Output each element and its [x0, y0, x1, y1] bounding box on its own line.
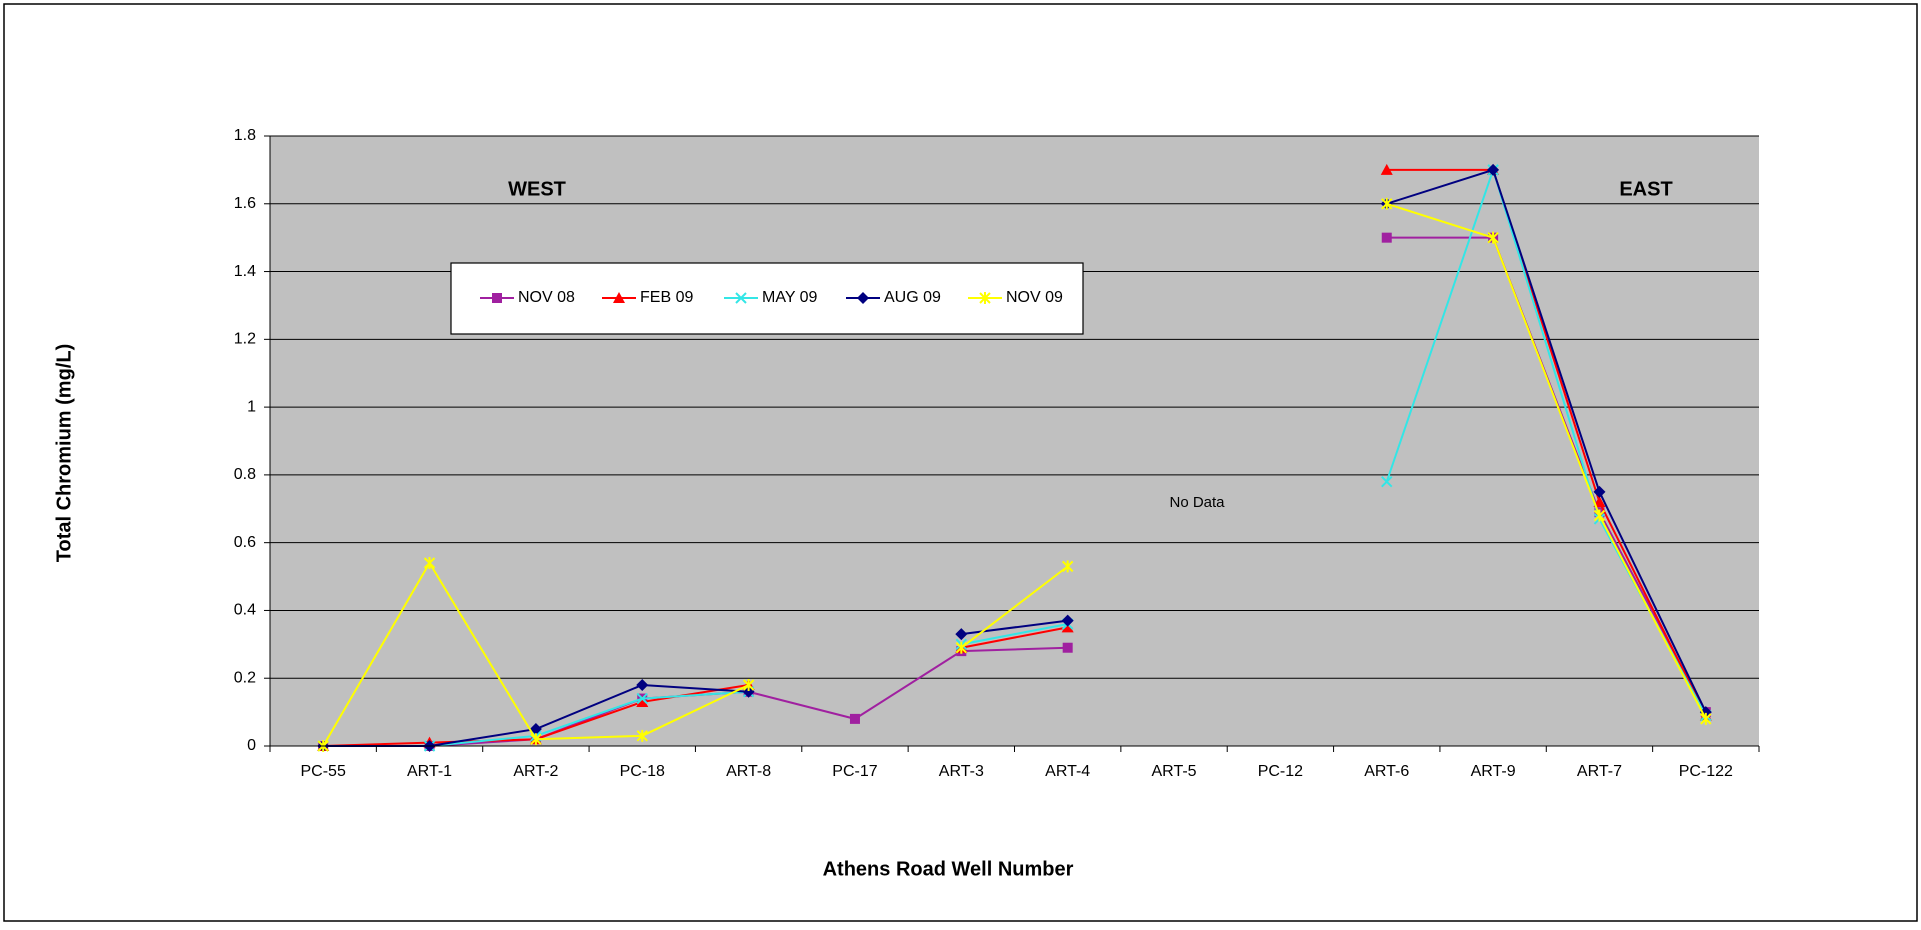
- marker: [1061, 621, 1074, 633]
- y-tick-label: 1.2: [234, 331, 256, 348]
- marker: [849, 713, 860, 724]
- marker: [1381, 475, 1393, 488]
- marker: [1593, 485, 1606, 498]
- marker: [529, 723, 542, 736]
- x-tick-label: PC-17: [832, 763, 877, 780]
- x-tick-label: ART-5: [1152, 763, 1197, 780]
- annotation: EAST: [1619, 178, 1672, 200]
- marker: [857, 292, 869, 304]
- x-tick-label: ART-4: [1045, 763, 1090, 780]
- annotation: WEST: [508, 178, 566, 200]
- annotation: No Data: [1169, 494, 1225, 511]
- marker: [492, 293, 502, 303]
- marker: [742, 679, 755, 691]
- legend-label: MAY 09: [762, 289, 818, 306]
- marker: [636, 695, 649, 707]
- marker: [735, 292, 747, 304]
- marker: [1061, 614, 1074, 627]
- x-tick-label: PC-12: [1258, 763, 1303, 780]
- x-tick-label: PC-18: [620, 763, 665, 780]
- marker: [1381, 197, 1393, 210]
- marker: [423, 557, 436, 569]
- marker: [1062, 642, 1073, 653]
- y-tick-label: 1.8: [234, 127, 256, 144]
- y-tick-label: 0.6: [234, 534, 256, 551]
- y-tick-label: 0.4: [234, 602, 256, 619]
- x-tick-label: ART-7: [1577, 763, 1622, 780]
- legend: NOV 08 FEB 09 MAY 09 AUG 09 NOV 09: [450, 262, 1084, 335]
- x-tick-label: ART-8: [726, 763, 771, 780]
- marker: [1380, 163, 1393, 175]
- marker: [530, 733, 542, 746]
- x-tick-label: ART-1: [407, 763, 452, 780]
- marker: [1700, 712, 1712, 725]
- x-tick-label: ART-6: [1364, 763, 1409, 780]
- marker: [1381, 232, 1392, 243]
- x-tick-label: ART-2: [513, 763, 558, 780]
- x-tick-label: PC-55: [300, 763, 345, 780]
- x-tick-label: ART-3: [939, 763, 984, 780]
- y-tick-label: 0.8: [234, 466, 256, 483]
- x-tick-label: PC-122: [1679, 763, 1733, 780]
- series-lines: [317, 163, 1712, 752]
- plot-area: [270, 136, 1759, 746]
- marker: [613, 292, 625, 303]
- marker: [1487, 163, 1500, 176]
- y-tick-label: 0: [247, 737, 256, 754]
- marker: [1487, 231, 1499, 244]
- legend-label: AUG 09: [884, 289, 941, 306]
- y-axis-title: Total Chromium (mg/L): [53, 344, 75, 563]
- legend-label: FEB 09: [640, 289, 693, 306]
- marker: [636, 679, 649, 691]
- marker: [636, 729, 648, 742]
- marker: [636, 692, 648, 705]
- y-tick-label: 1: [247, 398, 256, 415]
- marker: [955, 628, 968, 641]
- axes: 0 0.2 0.4 0.6 0.8 1 1.2 1.4 1.6 1.8 PC-55 ART-1 ART-…: [234, 127, 1760, 780]
- marker: [955, 641, 968, 654]
- y-tick-label: 1.4: [234, 263, 256, 280]
- x-tick-label: ART-9: [1471, 763, 1516, 780]
- y-tick-label: 0.2: [234, 669, 256, 686]
- x-axis-title: Athens Road Well Number: [823, 858, 1074, 880]
- legend-label: NOV 09: [1006, 289, 1063, 306]
- marker: [1593, 509, 1606, 522]
- legend-label: NOV 08: [518, 289, 575, 306]
- y-tick-label: 1.6: [234, 195, 256, 212]
- marker: [1593, 496, 1606, 507]
- marker: [1061, 560, 1074, 573]
- marker: [979, 292, 991, 304]
